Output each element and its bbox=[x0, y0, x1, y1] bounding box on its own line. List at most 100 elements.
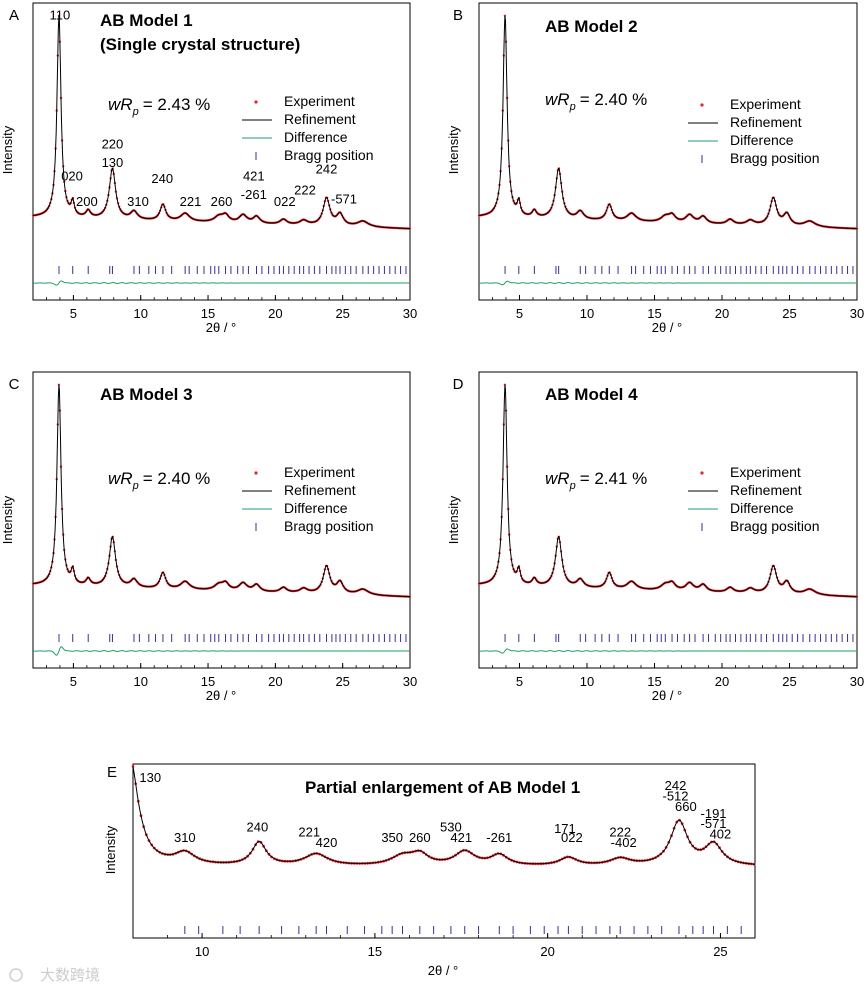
x-axis-label: 2θ / ° bbox=[652, 320, 683, 335]
wrp-label: wRp = 2.40 % bbox=[545, 90, 647, 113]
peak-label: 022 bbox=[274, 194, 296, 209]
peak-label: 130 bbox=[102, 155, 124, 170]
legend-entry: Difference bbox=[284, 129, 348, 145]
wrp-prefix: wR bbox=[545, 90, 570, 109]
peak-label: 020 bbox=[61, 169, 83, 184]
x-tick-label: 25 bbox=[713, 944, 727, 959]
x-tick-label: 25 bbox=[782, 306, 796, 321]
wrp-subscript: p bbox=[569, 101, 576, 113]
legend-entry: Experiment bbox=[730, 464, 801, 480]
panel-subtitle: (Single crystal structure) bbox=[100, 35, 300, 54]
legend-entry: Refinement bbox=[730, 114, 802, 130]
refinement-line bbox=[132, 766, 755, 865]
x-tick-label: 10 bbox=[133, 674, 147, 689]
refinement-line bbox=[33, 15, 410, 230]
panel-a: 5 10 15 20 25 30 2θ / ° Intensity A AB Model 1 (Si… bbox=[0, 2, 417, 335]
x-tick-label: 10 bbox=[580, 674, 594, 689]
peak-label: -402 bbox=[611, 835, 637, 850]
legend: Experiment Refinement Difference Bragg posi… bbox=[688, 96, 820, 166]
peak-label: 221 bbox=[298, 824, 320, 839]
x-tick-label: 10 bbox=[133, 306, 147, 321]
legend: Experiment Refinement Difference Bragg posi… bbox=[242, 464, 374, 534]
peak-label: 221 bbox=[180, 194, 202, 209]
bragg-series bbox=[504, 634, 854, 642]
legend-entry: Difference bbox=[284, 500, 348, 516]
panel-d: 5 10 15 20 25 30 2θ / ° Intensity D AB Model 4 wRp… bbox=[446, 371, 864, 703]
x-tick-label: 30 bbox=[850, 306, 864, 321]
difference-line bbox=[479, 280, 857, 286]
legend-entry: Experiment bbox=[284, 93, 355, 109]
peak-label: 421 bbox=[243, 169, 265, 184]
legend-entry: Refinement bbox=[284, 111, 356, 127]
peak-label: 240 bbox=[247, 820, 269, 835]
x-tick-label: 25 bbox=[782, 674, 796, 689]
wrp-value: = 2.40 % bbox=[580, 90, 648, 109]
x-axis-label: 2θ / ° bbox=[206, 688, 237, 703]
x-tick-label: 5 bbox=[516, 674, 523, 689]
legend-entry: Experiment bbox=[730, 96, 801, 112]
peak-label: 022 bbox=[561, 830, 583, 845]
legend-experiment-marker bbox=[254, 100, 258, 104]
bragg-series bbox=[58, 266, 407, 274]
legend-entry: Bragg position bbox=[730, 150, 820, 166]
peak-label: 242 bbox=[665, 778, 687, 793]
panel-e: 10 15 20 25 2θ / ° Intensity E Partial enlargem… bbox=[103, 763, 756, 978]
refinement-line bbox=[479, 15, 857, 230]
x-tick-label: 30 bbox=[850, 674, 864, 689]
wrp-subscript: p bbox=[132, 480, 139, 492]
wrp-prefix: wR bbox=[108, 95, 133, 114]
peak-label: 660 bbox=[675, 799, 697, 814]
panel-b: 5 10 15 20 25 30 2θ / ° Intensity B AB Model 2 wRp… bbox=[446, 2, 864, 335]
legend-entry: Refinement bbox=[284, 482, 356, 498]
panel-label: C bbox=[9, 376, 20, 393]
peak-label: 171 bbox=[554, 821, 576, 836]
panel-title: AB Model 3 bbox=[100, 385, 193, 404]
peak-label: -191 bbox=[701, 806, 727, 821]
legend-entry: Bragg position bbox=[284, 147, 374, 163]
panel-title: Partial enlargement of AB Model 1 bbox=[305, 778, 580, 797]
peak-label: 110 bbox=[50, 8, 71, 23]
x-tick-label: 20 bbox=[715, 306, 729, 321]
peak-label: 402 bbox=[710, 827, 732, 842]
peak-label: 260 bbox=[211, 194, 233, 209]
x-tick-label: 20 bbox=[268, 306, 282, 321]
x-tick-label: 30 bbox=[403, 306, 417, 321]
legend-entry: Bragg position bbox=[284, 518, 374, 534]
peak-label: 350 bbox=[381, 830, 403, 845]
peak-label: -261 bbox=[241, 187, 267, 202]
bragg-series bbox=[504, 266, 854, 274]
refinement-line bbox=[478, 384, 857, 598]
bragg-series bbox=[184, 926, 742, 934]
wrp-subscript: p bbox=[569, 480, 576, 492]
legend: Experiment Refinement Difference Bragg posi… bbox=[242, 93, 374, 163]
x-tick-label: 15 bbox=[201, 306, 215, 321]
peak-label: 242 bbox=[316, 162, 338, 177]
peak-label: 421 bbox=[450, 830, 472, 845]
panel-label: D bbox=[453, 376, 464, 393]
peak-label: 200 bbox=[76, 194, 98, 209]
legend-entry: Bragg position bbox=[730, 518, 820, 534]
difference-line bbox=[33, 646, 410, 656]
wrp-prefix: wR bbox=[108, 469, 133, 488]
peak-label: 130 bbox=[139, 770, 161, 785]
legend: Experiment Refinement Difference Bragg posi… bbox=[688, 464, 820, 534]
peak-label: 260 bbox=[409, 830, 431, 845]
x-axis-label: 2θ / ° bbox=[428, 963, 459, 978]
x-tick-label: 25 bbox=[335, 674, 349, 689]
peak-label: -512 bbox=[663, 788, 689, 803]
refinement-line bbox=[32, 384, 410, 598]
wrp-label: wRp = 2.41 % bbox=[545, 469, 647, 492]
wrp-label: wRp = 2.43 % bbox=[108, 95, 210, 118]
x-tick-label: 25 bbox=[335, 306, 349, 321]
x-tick-label: 15 bbox=[647, 674, 661, 689]
y-axis-label: Intensity bbox=[0, 125, 15, 174]
x-tick-label: 5 bbox=[70, 674, 77, 689]
bragg-series bbox=[58, 634, 407, 642]
legend-entry: Difference bbox=[730, 132, 794, 148]
peak-label: -261 bbox=[486, 830, 512, 845]
peak-label: 530 bbox=[440, 820, 462, 835]
y-axis-label: Intensity bbox=[446, 495, 461, 544]
wrp-value: = 2.40 % bbox=[143, 469, 211, 488]
